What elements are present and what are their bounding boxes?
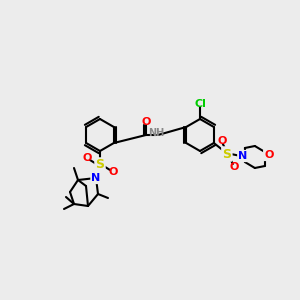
Text: N: N [92, 173, 100, 183]
Text: O: O [229, 162, 239, 172]
Text: S: S [222, 148, 231, 160]
Text: S: S [95, 158, 104, 172]
Text: O: O [264, 150, 274, 160]
Text: O: O [217, 136, 226, 146]
Text: O: O [108, 167, 118, 177]
Text: NH: NH [148, 128, 164, 138]
Text: O: O [82, 153, 92, 163]
Text: Cl: Cl [194, 99, 206, 109]
Text: O: O [141, 117, 151, 127]
Text: N: N [238, 151, 248, 161]
